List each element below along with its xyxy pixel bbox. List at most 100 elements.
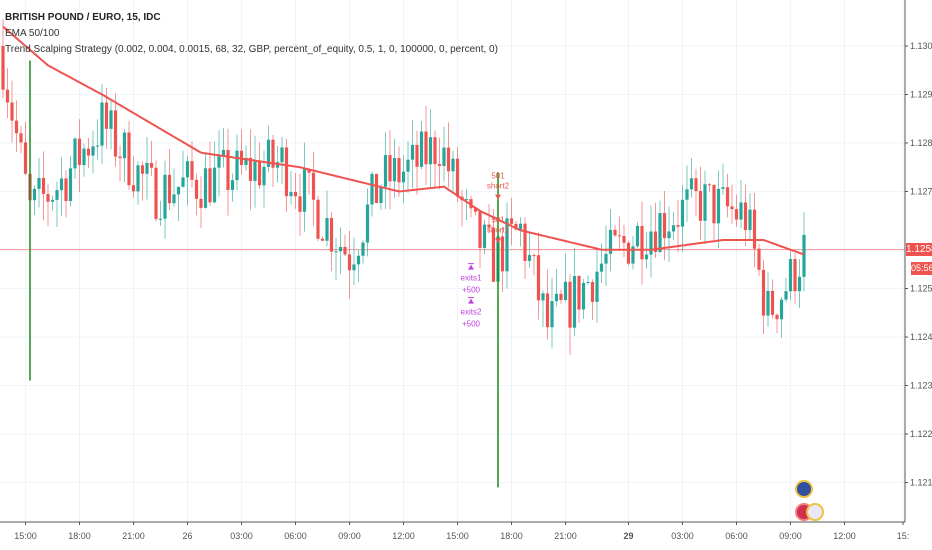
candle [176,186,181,221]
candle [64,170,68,218]
candle-body [680,199,685,227]
candle-body [271,139,275,168]
candle-body [194,179,199,199]
annotation-sublabel: short1 [487,225,510,234]
candle-body [766,290,770,316]
candle-body [167,174,172,204]
candle-body [478,211,482,248]
candle-body [631,246,635,264]
strategy-indicator-label[interactable]: Trend Scalping Strategy (0.002, 0.004, 0… [5,44,498,55]
candle-body [739,202,743,220]
candle-body [689,178,694,190]
price-tick-label: 1.1210 [910,478,932,488]
candle [181,150,185,188]
time-tick-label: 03:00 [230,531,253,541]
candle-body [149,162,154,168]
candle [383,132,388,210]
candle-body [802,234,806,277]
candle-body [442,147,446,167]
candle-body [59,178,64,191]
candle [347,230,352,299]
candle [694,168,698,217]
candle-body [199,198,203,208]
candle-body [140,165,145,174]
candle-body [95,145,100,147]
candle-body [424,131,428,165]
candle [1,19,5,99]
candle [280,136,284,185]
candle [415,130,419,195]
candle [244,145,248,171]
candle-body [775,314,779,320]
candle-body [158,218,163,220]
candle [406,141,410,193]
candle [217,130,221,197]
ema-indicator-label[interactable]: EMA 50/100 [5,28,60,39]
candle-body [788,258,793,292]
candle [23,122,28,176]
candle-body [644,254,649,260]
price-tick-label: 1.1290 [910,90,932,100]
candle [451,150,455,192]
candle-body [82,148,86,166]
candle-body [590,281,595,302]
candle [32,185,37,216]
candle [208,141,212,207]
time-tick-label: 12:00 [833,531,856,541]
candle [491,209,496,283]
candle [572,248,577,336]
candle [10,80,14,143]
candle-body [280,147,284,163]
candle [730,184,734,225]
candle [757,244,761,276]
candle [424,105,428,185]
candle [100,83,104,165]
candle-body [338,246,343,252]
candle-body [649,231,653,255]
candle [329,212,334,272]
candle [775,313,779,334]
candle [59,157,64,216]
candle-body [329,218,334,252]
candle [455,147,460,203]
candle [266,125,271,173]
us-flag-icon[interactable] [806,503,824,521]
candle [550,278,554,349]
candle [19,126,23,154]
candle [338,227,343,274]
candle [712,184,716,241]
candle-body [113,110,118,157]
candle-body [217,155,221,168]
candle [707,183,712,192]
candle [392,138,397,198]
candle [743,184,748,247]
candle [289,171,293,205]
candle [140,161,145,201]
candle-body [568,281,572,328]
candle [649,205,653,278]
candle [581,278,586,319]
candle-body [752,209,757,249]
candle [370,171,374,217]
candle-body [176,186,181,195]
exit-arrow-icon [468,298,474,304]
candle-body [446,147,451,172]
candle [442,126,446,182]
candle-body [541,293,545,301]
candle-body [550,301,554,328]
candle [158,200,163,226]
candle-body [734,209,739,220]
event-flag-icon[interactable] [795,480,813,498]
symbol-title[interactable]: BRITISH POUND / EURO, 15, IDC [5,12,161,23]
candle-body [626,242,631,264]
candle [284,138,289,212]
candle [221,127,226,168]
candle [595,248,599,324]
time-tick-label: 06:00 [284,531,307,541]
candle-body [748,209,752,231]
candle [91,130,95,174]
price-tick-label: 1.1240 [910,332,932,342]
candle-body [482,224,487,248]
candle [109,98,113,150]
